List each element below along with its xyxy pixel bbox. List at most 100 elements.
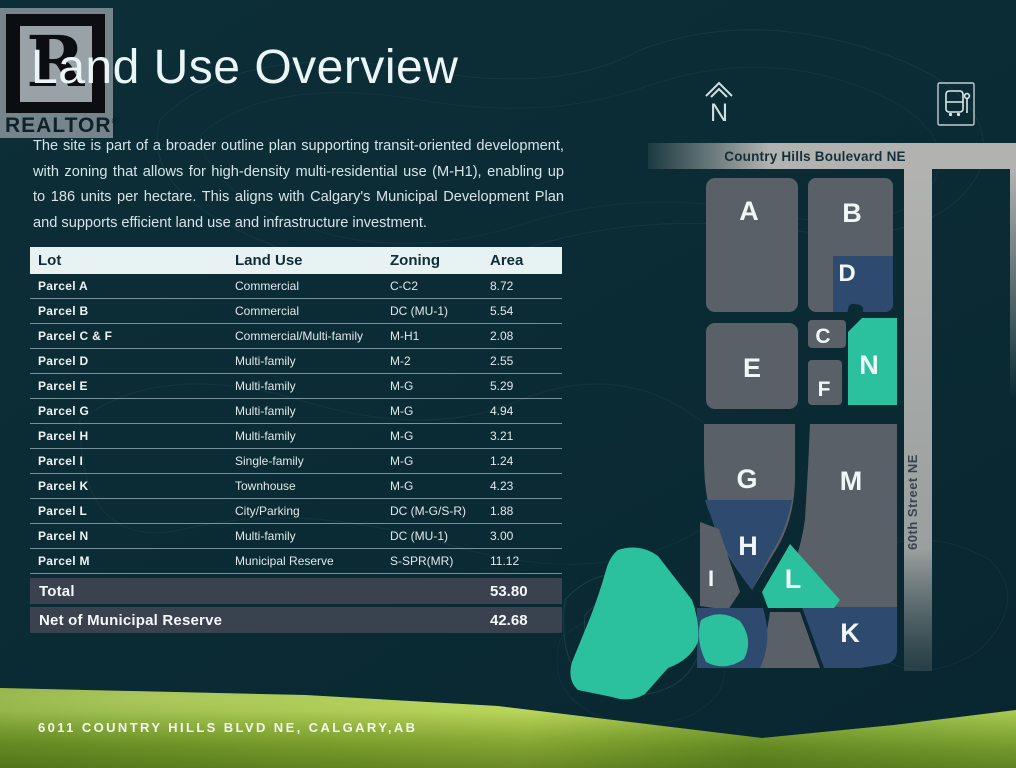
parcel-K — [802, 607, 897, 668]
page-title: Land Use Overview — [31, 41, 459, 94]
total-value: 53.80 — [490, 582, 528, 600]
parcel-label-M: M — [840, 466, 863, 496]
table-row: Parcel B Commercial DC (MU-1) 5.54 — [30, 299, 562, 324]
parcel-label-E: E — [743, 353, 761, 383]
table-row: Parcel I Single-family M-G 1.24 — [30, 449, 562, 474]
parcel-F — [808, 360, 842, 405]
cell-land-use: Multi-family — [235, 529, 296, 543]
parcel-label-N: N — [859, 350, 879, 380]
parcel-label-F: F — [818, 378, 831, 401]
cell-lot: Parcel L — [38, 504, 88, 518]
road-right-sliver — [1010, 169, 1016, 397]
cell-area: 5.54 — [490, 304, 514, 318]
parcel-C — [808, 320, 846, 348]
land-use-table: Lot Land Use Zoning Area Parcel A Commer… — [30, 247, 562, 633]
realtor-r-letter: R — [26, 19, 85, 103]
parcel-L — [762, 544, 840, 608]
cell-zoning: M-2 — [390, 354, 411, 368]
parcel-label-G: G — [736, 464, 757, 494]
cell-land-use: Multi-family — [235, 379, 296, 393]
parcel-label-B: B — [842, 198, 862, 228]
table-row: Parcel M Municipal Reserve S-SPR(MR) 11.… — [30, 549, 562, 574]
col-header-land-use: Land Use — [235, 252, 303, 269]
parcel-H — [705, 500, 792, 590]
realtor-logo: R REALTOR® — [0, 8, 118, 138]
realtor-brand-text: REALTOR — [5, 114, 112, 137]
cell-zoning: DC (MU-1) — [390, 529, 448, 543]
intro-paragraph: The site is part of a broader outline pl… — [33, 138, 564, 232]
col-header-zoning: Zoning — [390, 252, 440, 269]
cell-land-use: Multi-family — [235, 354, 296, 368]
bus-stop-icon — [937, 82, 975, 126]
cell-area: 2.08 — [490, 329, 514, 343]
cell-lot: Parcel M — [38, 554, 90, 568]
parcel-label-I: I — [708, 566, 714, 591]
table-row: Parcel A Commercial C-C2 8.72 — [30, 274, 562, 299]
parcel-N — [848, 318, 897, 405]
cell-land-use: Municipal Reserve — [235, 554, 334, 568]
cell-lot: Parcel D — [38, 354, 89, 368]
cell-land-use: Townhouse — [235, 479, 296, 493]
parcel-label-L: L — [785, 564, 802, 594]
realtor-logo-icon: R — [6, 14, 105, 113]
cell-land-use: Multi-family — [235, 429, 296, 443]
north-arrow-icon — [705, 81, 733, 98]
realtor-logo-inner: R — [19, 19, 92, 103]
cell-zoning: M-G — [390, 404, 414, 418]
cell-lot: Parcel A — [38, 279, 88, 293]
cell-lot: Parcel E — [38, 379, 88, 393]
cell-zoning: M-G — [390, 429, 414, 443]
registered-symbol: ® — [111, 116, 120, 126]
cell-lot: Parcel I — [38, 454, 84, 468]
cell-zoning: DC (MU-1) — [390, 304, 448, 318]
cell-area: 11.12 — [490, 554, 520, 568]
cell-lot: Parcel N — [38, 529, 89, 543]
parcel-M — [789, 424, 897, 607]
cell-lot: Parcel G — [38, 404, 90, 418]
cell-zoning: M-H1 — [390, 329, 420, 343]
parcel-label-K: K — [840, 618, 860, 648]
col-header-lot: Lot — [38, 252, 62, 269]
parcel-label-A: A — [739, 196, 759, 226]
net-reserve-value: 42.68 — [490, 611, 528, 629]
cell-area: 3.00 — [490, 529, 514, 543]
table-row: Parcel N Multi-family DC (MU-1) 3.00 — [30, 524, 562, 549]
cell-land-use: City/Parking — [235, 504, 300, 518]
parcel-E — [706, 323, 798, 409]
total-label: Total — [39, 582, 75, 600]
cell-land-use: Commercial/Multi-family — [235, 329, 364, 343]
table-row: Parcel D Multi-family M-2 2.55 — [30, 349, 562, 374]
cell-land-use: Commercial — [235, 279, 300, 293]
parcel-label-D: D — [838, 260, 855, 287]
road-60th-street — [904, 169, 932, 671]
col-header-area: Area — [490, 252, 524, 269]
cell-lot: Parcel C & F — [38, 329, 113, 343]
net-reserve-label: Net of Municipal Reserve — [39, 611, 223, 629]
parcel-label-H: H — [738, 531, 758, 561]
cell-area: 5.29 — [490, 379, 514, 393]
table-row: Parcel L City/Parking DC (M-G/S-R) 1.88 — [30, 499, 562, 524]
cell-zoning: S-SPR(MR) — [390, 554, 454, 568]
north-label: N — [710, 99, 728, 127]
cell-area: 4.94 — [490, 404, 514, 418]
cell-lot: Parcel B — [38, 304, 89, 318]
road-label-60th-street: 60th Street NE — [905, 454, 920, 550]
realtor-wordmark: REALTOR® — [5, 114, 119, 138]
parcel-M-lower — [758, 612, 820, 668]
parcel-D — [833, 256, 893, 312]
table-row: Parcel E Multi-family M-G 5.29 — [30, 374, 562, 399]
table-row: Parcel K Townhouse M-G 4.23 — [30, 474, 562, 499]
parcel-label-C: C — [815, 325, 830, 348]
total-row: Total 53.80 — [30, 578, 562, 604]
cell-lot: Parcel H — [38, 429, 89, 443]
net-reserve-row: Net of Municipal Reserve 42.68 — [30, 607, 562, 633]
cell-zoning: DC (M-G/S-R) — [390, 504, 466, 518]
parcel-I — [700, 522, 740, 610]
cell-area: 4.23 — [490, 479, 514, 493]
cell-land-use: Single-family — [235, 454, 304, 468]
cell-lot: Parcel K — [38, 479, 89, 493]
table-row: Parcel H Multi-family M-G 3.21 — [30, 424, 562, 449]
road-label-country-hills: Country Hills Boulevard NE — [724, 149, 905, 164]
cell-zoning: M-G — [390, 479, 414, 493]
